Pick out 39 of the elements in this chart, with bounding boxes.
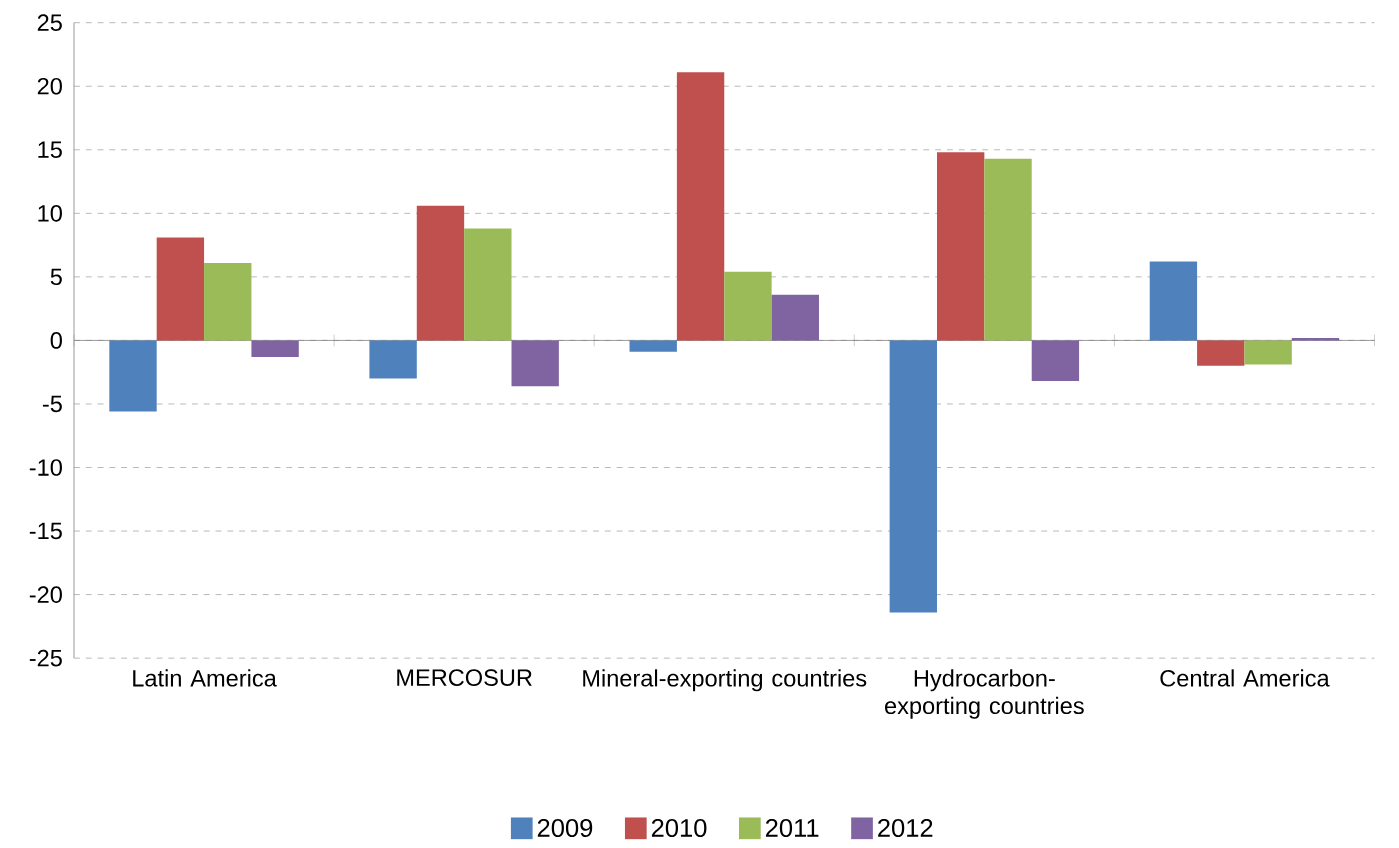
y-tick-label: -25 [29, 650, 62, 667]
bar [369, 340, 417, 379]
bar [1244, 340, 1292, 365]
legend-label: 2010 [651, 819, 707, 838]
bar [936, 152, 985, 341]
x-tick-label: Latin America [133, 669, 277, 687]
legend-label: 2011 [765, 819, 819, 838]
bar [629, 340, 677, 353]
bar [1031, 340, 1080, 382]
y-tick-label: -10 [29, 459, 62, 477]
bar [1197, 340, 1245, 367]
y-tick-label: -15 [29, 523, 62, 540]
bar [109, 340, 157, 412]
bar [889, 340, 937, 613]
bar [204, 263, 252, 341]
x-tick-label: Mineral-exporting countries [583, 669, 867, 692]
legend-label: 2012 [878, 819, 933, 838]
bar [984, 158, 1032, 341]
bar [416, 205, 465, 341]
y-tick-label: 25 [37, 14, 62, 32]
y-tick-label: 15 [38, 141, 62, 159]
bar [251, 340, 299, 358]
y-tick-label: -20 [29, 586, 62, 604]
x-tick-label: MERCOSUR [397, 669, 532, 687]
x-tick-label: Central America [1160, 669, 1330, 687]
y-tick-label: -5 [42, 395, 62, 413]
x-tick-label: Hydrocarbon-exporting countries [885, 669, 1084, 720]
y-tick-label: 5 [50, 268, 62, 286]
bar [1149, 261, 1198, 341]
bar [771, 294, 819, 341]
y-tick-label: 10 [38, 205, 62, 222]
bar [464, 228, 512, 341]
bar [724, 272, 772, 341]
legend-label: 2009 [537, 819, 593, 838]
y-tick-label: 20 [37, 78, 62, 95]
bar [511, 340, 559, 387]
bar [156, 237, 205, 341]
bar [676, 72, 725, 341]
y-tick-label: 0 [50, 332, 62, 349]
